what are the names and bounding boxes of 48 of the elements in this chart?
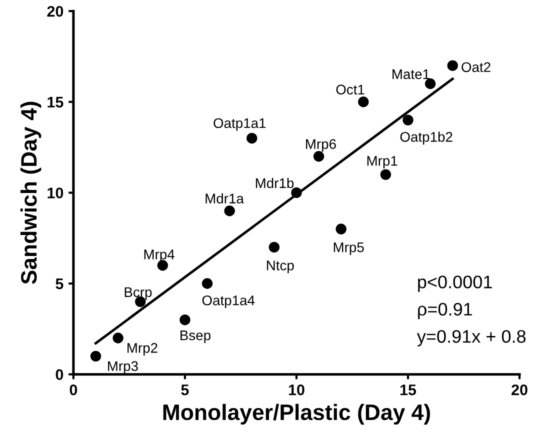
point [424,78,436,90]
annotation: Mdr1a [206,193,244,204]
annotation: Mrp4 [144,250,174,262]
annotation: Mrp6 [306,139,336,152]
point [246,132,258,144]
y-tick-label: 10 [48,188,64,198]
annotation: Mrp1 [367,156,398,169]
y-tick-label: 5 [56,278,64,290]
annotation: Oat2 [462,62,490,72]
x-tick-label: 10 [288,384,304,396]
point [380,169,392,180]
annotation: p<0.0001 [418,276,492,292]
point [224,206,235,216]
annotation: ρ=0.91 [418,302,472,320]
point [157,260,168,271]
y-tick-label: 15 [48,96,64,108]
x-tick-label: 20 [512,384,528,396]
annotation: Mrp2 [128,343,158,356]
point [268,242,280,253]
point [112,332,124,344]
annotation: Ntcp [266,260,294,274]
x-tick-label: 5 [181,384,189,396]
point [90,350,102,362]
x-axis-title: Monolayer/Plastic (Day 4) [163,404,430,425]
point [291,187,302,198]
annotation: Oatp1a1 [214,118,266,131]
point [202,278,213,289]
y-tick-label: 0 [56,369,64,380]
annotation: Oatp1b2 [400,132,452,145]
point [336,224,346,234]
y-tick-label: 20 [47,6,64,17]
annotation: Mdr1b [256,178,294,188]
annotation: Bcrp [124,287,152,300]
annotation: Mrp5 [334,242,364,255]
point [402,114,414,126]
y-axis-title: Sandwich (Day 4) [20,102,42,284]
point [358,96,369,108]
point [313,151,324,162]
annotation: Bsep [180,330,210,343]
x-tick-label: 0 [70,384,78,396]
annotation: Oatp1a4 [202,295,255,308]
annotation: y=0.91x + 0.8 [416,330,526,346]
annotation: Mrp3 [108,361,138,374]
x-tick-label: 15 [400,384,416,396]
annotation: Oct1 [336,84,364,95]
point [447,60,458,71]
annotation: Mate1 [392,69,430,80]
point [180,314,190,326]
